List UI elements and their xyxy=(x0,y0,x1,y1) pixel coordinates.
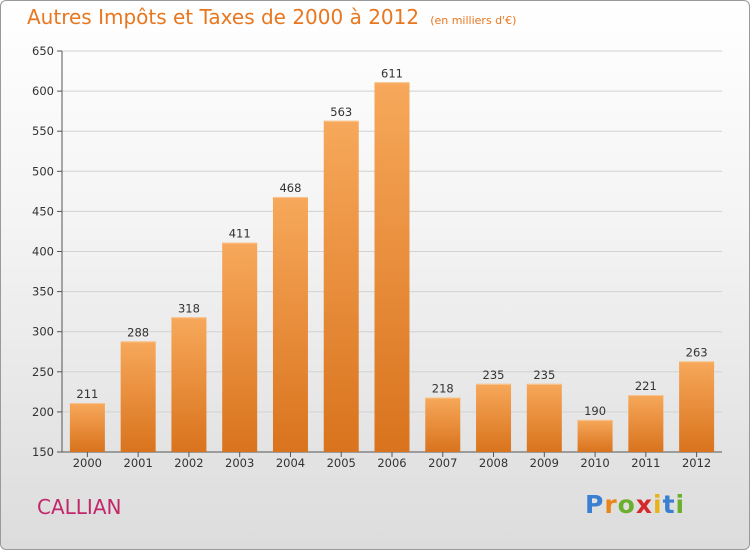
x-axis: 2000 2001 2002 2003 2004 2005 2006 2007 2008 2009… xyxy=(62,451,722,470)
value-label: 221 xyxy=(635,379,657,393)
y-tick-label: 450 xyxy=(32,204,54,218)
logo-letter: o xyxy=(617,490,636,519)
bar xyxy=(272,196,308,452)
x-tick-label: 2005 xyxy=(327,456,356,470)
bar xyxy=(120,341,156,452)
y-tick-label: 500 xyxy=(32,164,54,178)
bar xyxy=(425,397,461,452)
value-label: 211 xyxy=(76,387,98,401)
x-tick-label: 2011 xyxy=(631,456,660,470)
value-label: 190 xyxy=(584,404,606,418)
logo-letter: i xyxy=(675,490,686,519)
y-tick-label: 150 xyxy=(32,445,54,459)
value-label: 611 xyxy=(381,66,403,80)
bar xyxy=(628,395,664,452)
x-tick-label: 2006 xyxy=(377,456,406,470)
value-label: 318 xyxy=(178,301,200,315)
commune-name: CALLIAN xyxy=(37,495,122,519)
value-label: 263 xyxy=(686,345,708,359)
chart-title-unit: (en milliers d'€) xyxy=(430,14,517,27)
y-tick-label: 300 xyxy=(32,325,54,339)
y-tick-label: 350 xyxy=(32,285,54,299)
bar xyxy=(323,120,359,453)
chart-title-main: Autres Impôts et Taxes de 2000 à 2012 xyxy=(27,5,420,29)
logo-letter: P xyxy=(585,490,605,519)
logo-letter: i xyxy=(653,490,663,519)
bar xyxy=(679,361,715,452)
x-tick-label: 2001 xyxy=(124,456,153,470)
bar xyxy=(526,383,562,452)
x-tick-label: 2003 xyxy=(225,456,254,470)
bars xyxy=(69,82,715,453)
y-tick-label: 250 xyxy=(32,365,54,379)
bar xyxy=(69,403,105,452)
x-tick-label: 2004 xyxy=(276,456,305,470)
chart-title: Autres Impôts et Taxes de 2000 à 2012 (e… xyxy=(27,5,516,29)
value-label: 235 xyxy=(533,368,555,382)
x-tick-label: 2010 xyxy=(580,456,609,470)
bar xyxy=(171,317,207,452)
y-tick-label: 550 xyxy=(32,124,54,138)
bar xyxy=(577,419,613,452)
value-label: 468 xyxy=(279,181,301,195)
logo-letter: x xyxy=(635,490,653,519)
x-tick-label: 2009 xyxy=(530,456,559,470)
x-tick-label: 2008 xyxy=(479,456,508,470)
value-label: 563 xyxy=(330,105,352,119)
x-tick-label: 2002 xyxy=(174,456,203,470)
x-tick-label: 2007 xyxy=(428,456,457,470)
bar xyxy=(222,242,258,452)
value-labels: 211 288 318 411 468 563 611 218 235 235 190 221 263 xyxy=(76,66,707,418)
value-label: 235 xyxy=(483,368,505,382)
value-label: 288 xyxy=(127,325,149,339)
x-tick-label: 2000 xyxy=(73,456,102,470)
value-label: 218 xyxy=(432,381,454,395)
y-tick-label: 200 xyxy=(32,405,54,419)
logo-letter: t xyxy=(662,490,676,519)
y-tick-label: 650 xyxy=(32,44,54,58)
x-tick-label: 2012 xyxy=(682,456,711,470)
logo-letter: r xyxy=(604,490,618,519)
bar xyxy=(374,82,410,452)
y-axis: 150 200 250 300 350 400 450 500 550 600 650 xyxy=(32,44,63,459)
y-tick-label: 400 xyxy=(32,245,54,259)
proxiti-logo[interactable]: Proxiti xyxy=(585,490,685,519)
y-tick-label: 600 xyxy=(32,84,54,98)
bar xyxy=(476,383,512,452)
value-label: 411 xyxy=(229,227,251,241)
